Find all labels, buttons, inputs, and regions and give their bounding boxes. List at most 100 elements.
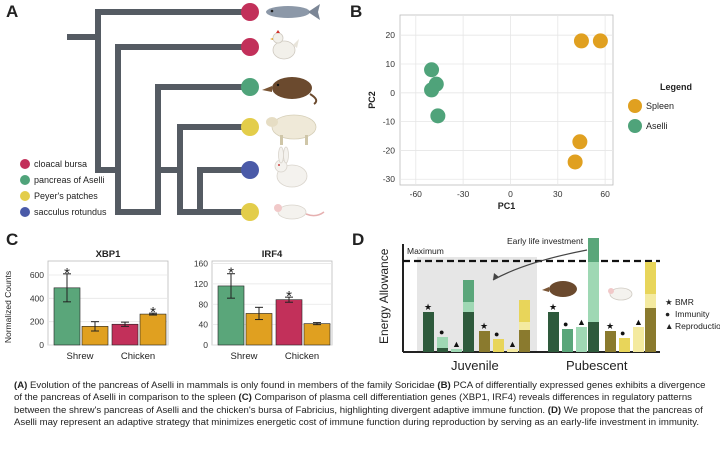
legend-label: sacculus rotundus (34, 207, 107, 217)
phylogeny-legend: cloacal bursa pancreas of Aselli Peyer's… (20, 159, 107, 217)
caption-c-tag: (C) (238, 392, 252, 404)
significance-star: * (228, 265, 234, 282)
tip-circle-fish (241, 3, 259, 21)
scatter-point-spleen (567, 154, 583, 170)
significance-star: * (286, 288, 292, 305)
legend-label: cloacal bursa (34, 159, 87, 169)
tip-circles (241, 3, 259, 221)
significance-star: * (150, 304, 156, 321)
scatter-point-aselli (424, 82, 440, 98)
legend-label: pancreas of Aselli (34, 175, 105, 185)
legend-item-pancreas-aselli: pancreas of Aselli (20, 175, 105, 185)
bar (111, 323, 139, 346)
legend-item-sacculus-rotundus: sacculus rotundus (20, 207, 107, 217)
y-axis-label: PC2 (367, 91, 377, 109)
caption-d-tag: (D) (547, 404, 562, 416)
mouse-small-illustration (608, 287, 633, 301)
legend-label: Immunity (675, 309, 710, 319)
caption-c-text: Comparison of plasma cell differentiatio… (14, 392, 692, 416)
tip-circle-chicken (241, 38, 259, 56)
fish-illustration (266, 4, 320, 20)
x-tick-label: Shrew (231, 351, 258, 362)
y-tick-label: 600 (30, 270, 44, 280)
maximum-label: Maximum (407, 246, 444, 256)
legend-title: Legend (660, 82, 692, 92)
panel-label-c: C (6, 230, 19, 249)
bar (139, 313, 167, 346)
scatter-point-spleen (572, 134, 588, 150)
legend-marker (628, 99, 642, 113)
pca-scatter-plot: -60 -30 0 30 60 -30 -20 -10 0 10 20 PC1 PC2 Legend Spl… (367, 14, 718, 211)
scatter-point-aselli (424, 62, 440, 78)
y-axis-label: Normalized Counts (3, 271, 13, 343)
caption-b-tag: (B) (437, 380, 451, 391)
legend-dot (20, 159, 30, 169)
legend-dot (20, 191, 30, 201)
xbp1-bar-chart: 0 200 400 600 XBP1 Normalized Counts * * Shrew Ch… (3, 249, 169, 362)
legend-label: BMR (675, 297, 694, 307)
x-tick-label: 30 (553, 189, 563, 199)
mouse-illustration (274, 204, 325, 220)
svg-text:●: ● (563, 319, 568, 329)
svg-text:★: ★ (480, 321, 488, 331)
chart-title: IRF4 (262, 249, 283, 260)
figure-caption: (A) Evolution of the pancreas of Aselli … (14, 380, 708, 430)
y-tick-label: 120 (194, 279, 208, 289)
svg-text:▲: ▲ (577, 317, 586, 327)
legend-item-cloacal-bursa: cloacal bursa (20, 159, 87, 169)
bar (303, 323, 331, 346)
x-tick-label: Chicken (121, 351, 155, 362)
bar (245, 313, 273, 346)
irf4-bar-chart: 0 40 80 120 160 IRF4 * * Shrew Chicken (194, 249, 333, 362)
y-tick-label: -10 (383, 117, 396, 127)
shrew-illustration (262, 77, 318, 105)
energy-ylabel: Energy Allowance (377, 248, 391, 344)
bar (275, 299, 303, 346)
juvenile-shade (417, 257, 537, 351)
x-tick-label: 0 (508, 189, 513, 199)
panel-label-d: D (352, 230, 365, 249)
svg-text:▲: ▲ (452, 339, 461, 349)
chart-title: XBP1 (96, 249, 122, 260)
caption-a-text: Evolution of the pancreas of Aselli in m… (27, 380, 438, 391)
tip-circle-shrew (241, 78, 259, 96)
panel-label-a: A (6, 2, 19, 21)
caption-b-text: PCA of differentially expressed genes ex… (14, 380, 706, 404)
legend-label: Peyer's patches (34, 191, 98, 201)
y-tick-label: 20 (386, 30, 396, 40)
sheep-illustration (266, 114, 317, 145)
tip-circle-rabbit (241, 161, 259, 179)
scatter-point-spleen (592, 33, 608, 49)
phylogeny-figure (67, 3, 325, 221)
tip-circle-sheep (241, 118, 259, 136)
scatter-point-aselli (430, 108, 446, 124)
caption-a-tag: (A) (14, 380, 28, 391)
y-tick-label: 0 (39, 340, 44, 350)
caption-d-text: We propose that the pancreas of Aselli m… (14, 404, 703, 429)
legend-entry: Spleen (646, 101, 674, 111)
y-tick-label: 160 (194, 259, 208, 269)
panel-label-b: B (350, 2, 363, 21)
legend-item-peyers-patches: Peyer's patches (20, 191, 98, 201)
legend-symbol: ▲ (665, 321, 673, 331)
y-tick-label: 40 (199, 320, 209, 330)
x-tick-label: 60 (600, 189, 610, 199)
x-tick-label: -60 (410, 189, 423, 199)
rabbit-illustration (274, 146, 308, 188)
x-axis-label: PC1 (498, 201, 516, 211)
legend-marker (628, 119, 642, 133)
y-tick-label: -30 (383, 174, 396, 184)
group-label-pubescent: Pubescent (566, 358, 628, 373)
investment-arrow (492, 249, 588, 281)
svg-text:▲: ▲ (508, 339, 517, 349)
y-tick-label: 400 (30, 293, 44, 303)
x-tick-label: Shrew (67, 351, 94, 362)
energy-allowance-figure: Energy Allowance Maximum Early life inve… (377, 236, 720, 373)
svg-text:●: ● (439, 327, 444, 337)
y-tick-label: 200 (30, 317, 44, 327)
tip-circle-mouse (241, 203, 259, 221)
y-tick-label: 10 (386, 59, 396, 69)
y-tick-label: 0 (390, 88, 395, 98)
y-tick-label: 0 (203, 340, 208, 350)
legend-label: Reproduction (675, 321, 720, 331)
